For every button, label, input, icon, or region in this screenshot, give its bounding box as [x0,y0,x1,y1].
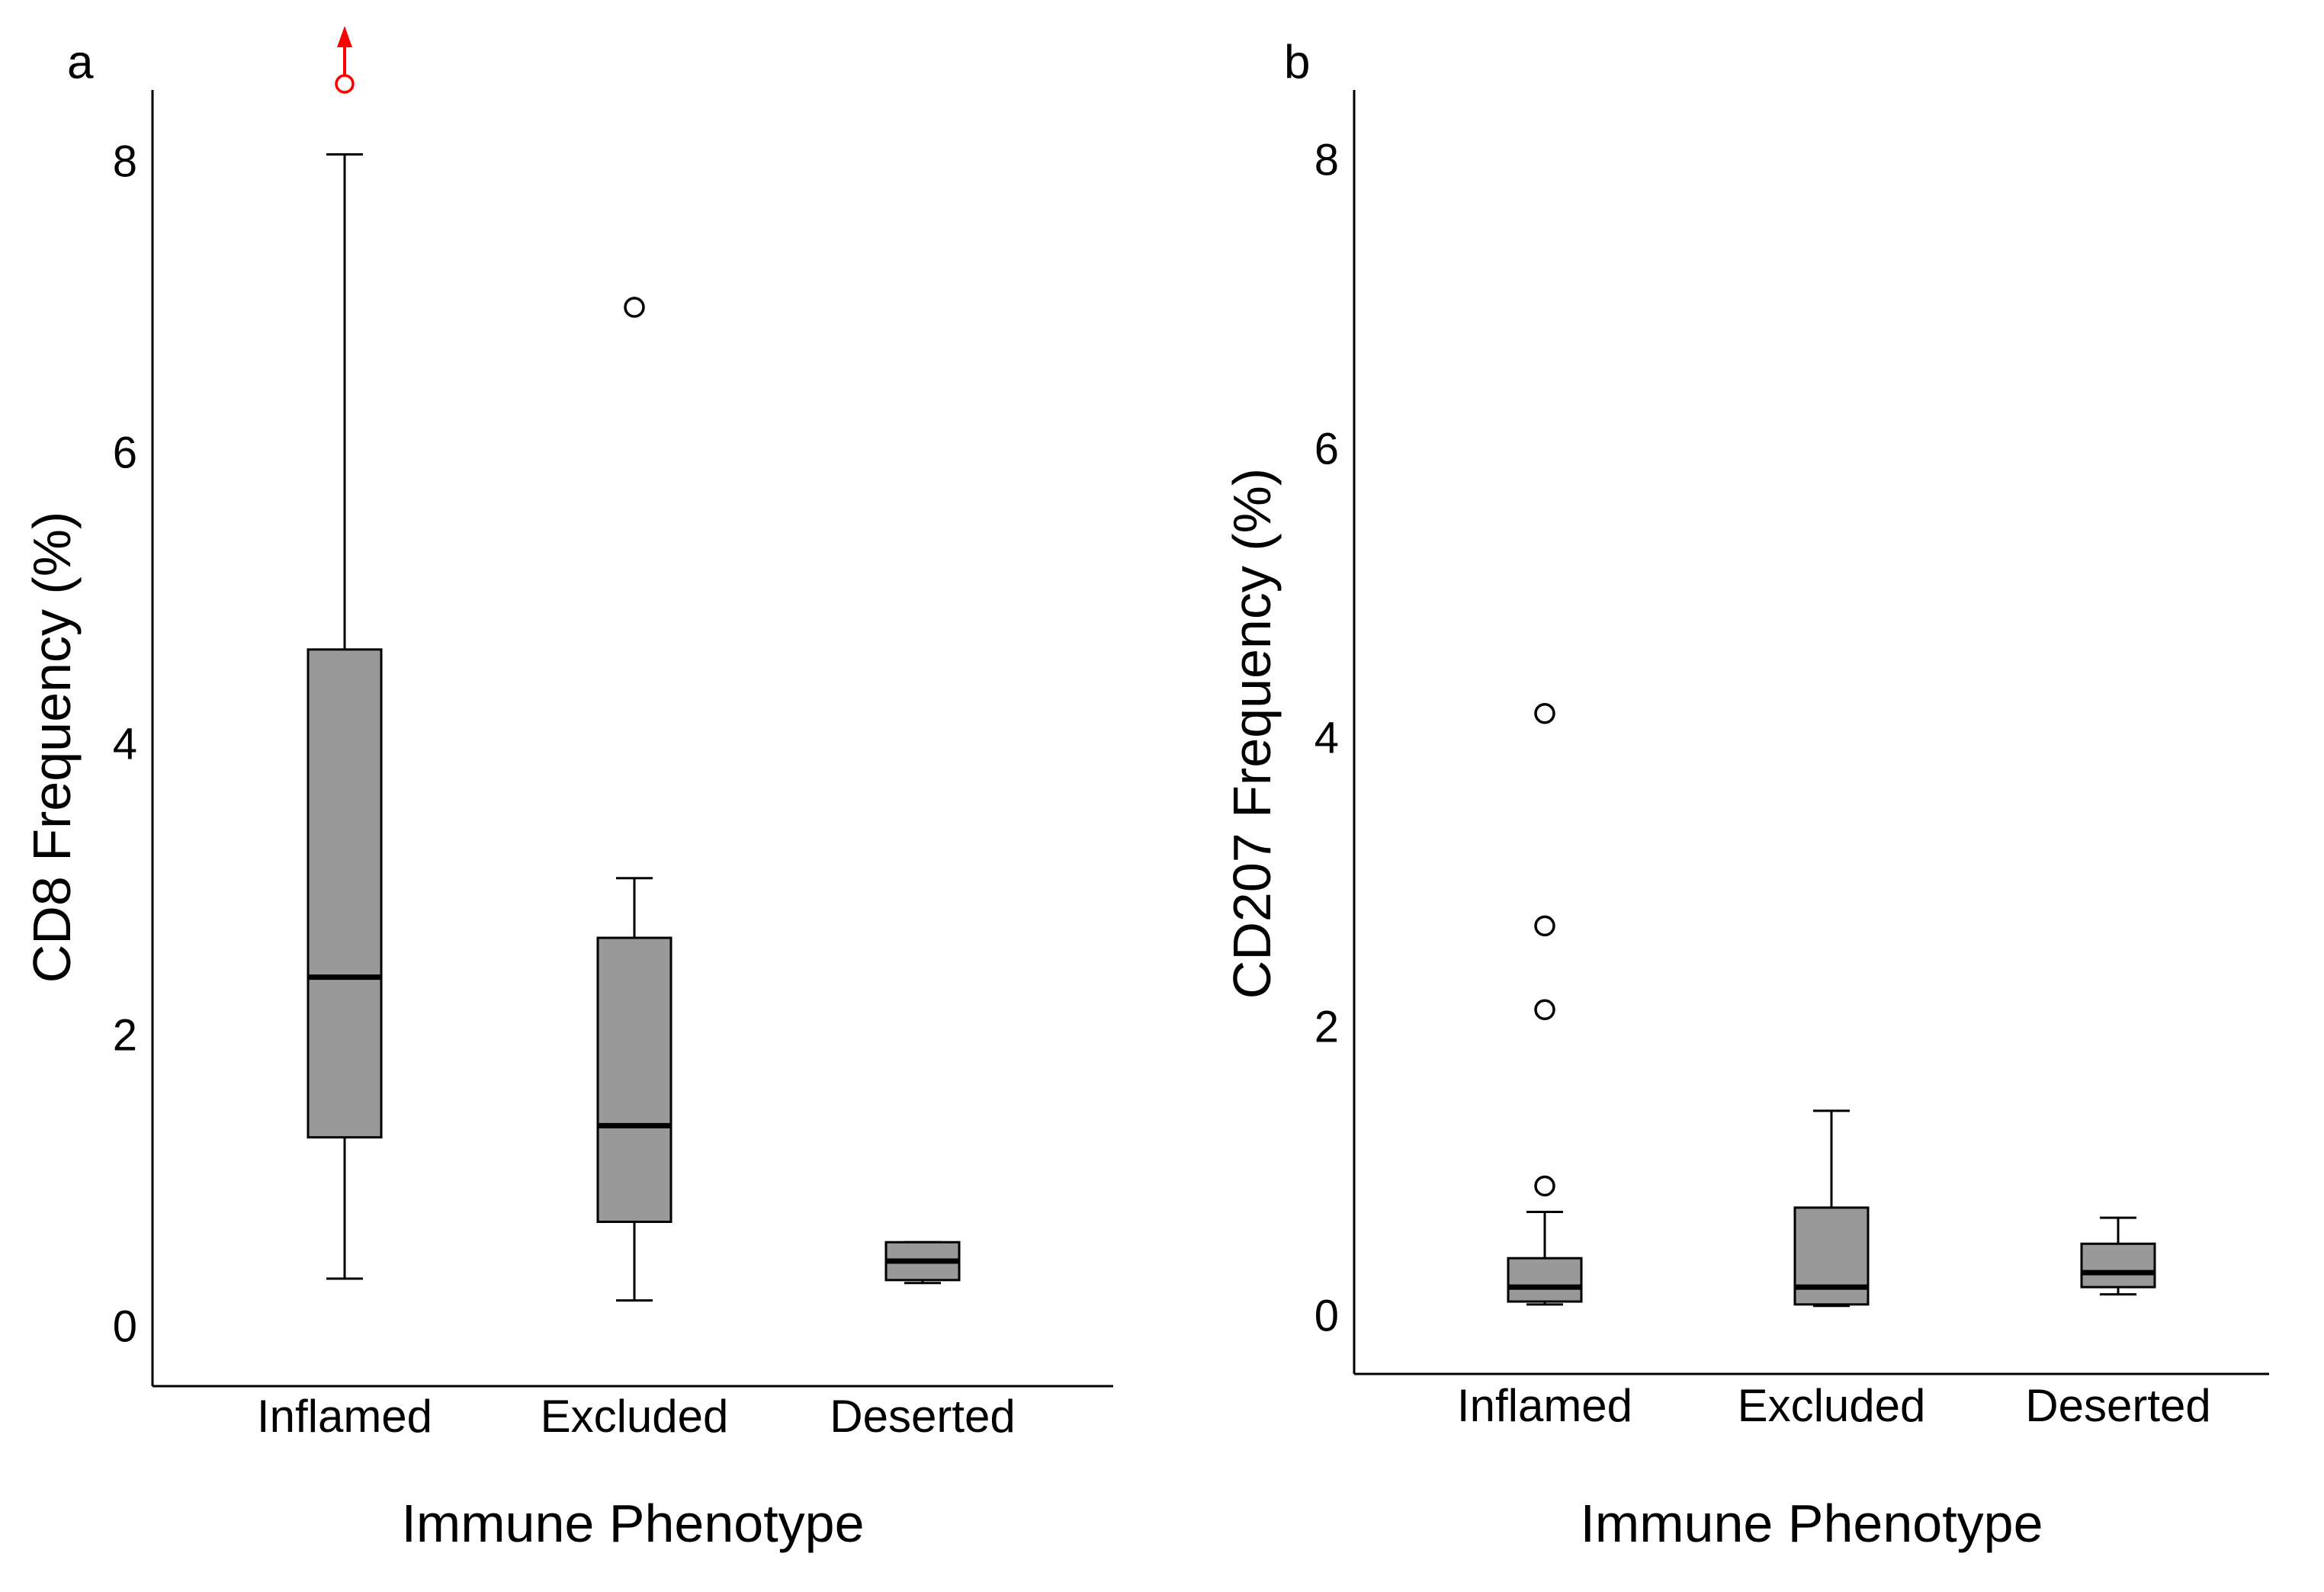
panel-b: 0 2 4 6 8 Inflamed Excluded Deserted Immune Phen… [1222,37,2269,1553]
box-group [596,297,672,1302]
y-tick-label: 0 [1314,1292,1339,1341]
panel-a: 0 2 4 6 8 Inflamed Excluded Deserted Immune Phen… [22,26,1113,1553]
iqr-box [1507,1257,1583,1303]
y-tick-label: 4 [113,720,137,769]
box-group [2080,1216,2156,1296]
x-axis-title: Immune Phenotype [401,1494,864,1553]
outlier-point [1534,915,1555,937]
outlier-point [1534,999,1555,1021]
x-category-label: Deserted [830,1391,1015,1442]
box-group [884,1241,961,1285]
box-group [1507,703,1583,1306]
outlier-point [624,297,645,318]
box-group [307,152,383,1280]
y-axis-title: CD207 Frequency (%) [1222,468,1282,999]
y-tick-label: 4 [1314,714,1339,763]
x-axis-title: Immune Phenotype [1580,1494,2043,1553]
iqr-box [596,936,672,1223]
iqr-box [2080,1242,2156,1289]
y-tick-label: 8 [113,137,137,187]
x-category-label: Inflamed [1457,1380,1632,1431]
box-group [1793,1109,1870,1308]
x-category-label: Excluded [1738,1380,1926,1431]
y-tick-label: 6 [1314,425,1339,474]
outlier-point [1534,703,1555,724]
iqr-box [307,648,383,1139]
x-category-label: Deserted [2025,1380,2210,1431]
iqr-box [1793,1206,1870,1306]
panel-label: b [1284,37,1310,89]
y-tick-label: 8 [1314,136,1339,185]
x-category-label: Inflamed [257,1391,432,1442]
y-tick-label: 2 [1314,1003,1339,1052]
y-tick-label: 2 [113,1011,137,1061]
outlier-point [1534,1175,1555,1197]
off-scale-outlier-point [335,74,355,94]
panel-label: a [67,37,94,89]
y-tick-label: 0 [113,1302,137,1352]
y-axis-title: CD8 Frequency (%) [22,512,82,984]
off-scale-arrow-head [337,26,352,47]
y-tick-label: 6 [113,428,137,478]
x-category-label: Excluded [541,1391,729,1442]
off-scale-outlier [335,26,355,94]
